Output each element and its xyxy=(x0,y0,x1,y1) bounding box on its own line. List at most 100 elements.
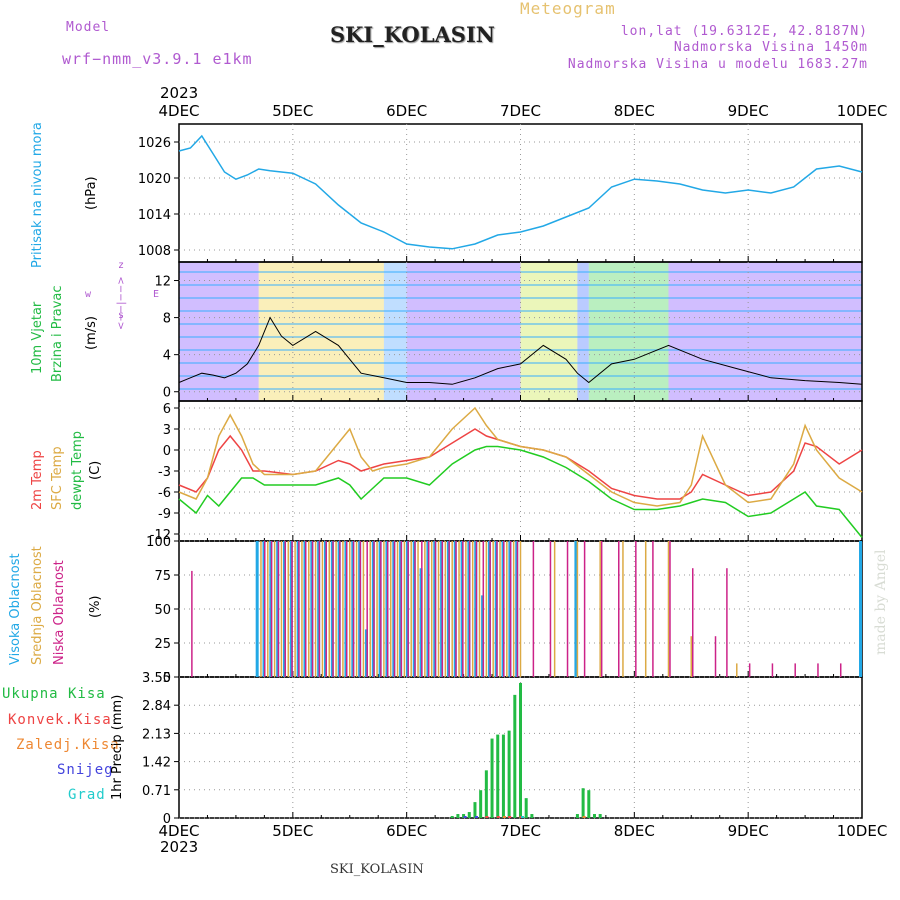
precip-bar-1-0 xyxy=(485,816,489,818)
precip-bar-0-16 xyxy=(581,788,585,818)
ytick-label-precip-2: 1.42 xyxy=(142,756,171,771)
ytick-label-temperature-1: -9 xyxy=(158,507,171,522)
date-bottom-2: 6DEC xyxy=(386,822,427,840)
ytick-label-pressure-1: 1014 xyxy=(138,208,171,223)
ytick-label-temperature-6: 6 xyxy=(163,402,171,417)
precip-bar-0-18 xyxy=(592,814,596,818)
precip-bar-0-1 xyxy=(456,814,460,818)
ytick-label-wind-3: 12 xyxy=(154,275,171,290)
coords-label: lon,lat (19.6312E, 42.8187N) xyxy=(620,24,868,39)
precip-bar-0-19 xyxy=(598,814,602,818)
precip-bar-0-11 xyxy=(513,694,517,818)
wind-band-4 xyxy=(520,262,578,401)
date-top-5: 9DEC xyxy=(728,102,769,120)
wind-band-7 xyxy=(668,262,862,401)
ytick-label-pressure-2: 1020 xyxy=(138,172,171,187)
precip-bar-4-0 xyxy=(521,816,524,818)
precip-freezing-legend: Zaledj.Kisa xyxy=(16,737,120,753)
ytick-label-clouds-0: 0 xyxy=(163,671,171,686)
footer-station: SKI_KOLASIN xyxy=(330,862,424,877)
date-top-1: 5DEC xyxy=(272,102,313,120)
precip-bar-0-5 xyxy=(479,790,483,818)
series-temperature-2 xyxy=(178,445,863,538)
ytick-label-temperature-4: 0 xyxy=(163,444,171,459)
wind-band-3 xyxy=(406,262,521,401)
ytick-label-precip-1: 0.71 xyxy=(142,784,171,799)
wind-band-5 xyxy=(577,262,589,401)
wind-band-6 xyxy=(588,262,669,401)
precip-bar-0-15 xyxy=(575,814,579,818)
ytick-label-temperature-0: -12 xyxy=(150,528,171,543)
precip-bar-2-0 xyxy=(502,816,506,818)
precip-bar-0-17 xyxy=(587,790,591,818)
elevation-label: Nadmorska Visina 1450m xyxy=(673,40,868,55)
ytick-label-precip-0: 0 xyxy=(163,812,171,827)
ytick-label-temperature-5: 3 xyxy=(163,423,171,438)
ytick-label-precip-3: 2.13 xyxy=(142,727,171,742)
date-top-0: 4DEC xyxy=(158,102,199,120)
compass-z: z xyxy=(118,260,125,271)
wind-band-1 xyxy=(258,262,384,401)
precip-bar-2-1 xyxy=(582,816,586,818)
precip-conv-legend: Konvek.Kisa xyxy=(8,712,112,728)
compass-e: E xyxy=(153,289,160,300)
precip-bar-3-0 xyxy=(463,816,467,818)
ytick-label-clouds-4: 100 xyxy=(146,535,171,550)
series-wind-0 xyxy=(178,316,863,385)
date-top-4: 8DEC xyxy=(614,102,655,120)
precip-snow-legend: Snijeg xyxy=(57,762,114,778)
date-top-3: 7DEC xyxy=(500,102,541,120)
year-top: 2023 xyxy=(160,84,199,102)
date-bottom-0: 4DEC xyxy=(158,822,199,840)
precip-bar-3-1 xyxy=(474,816,478,818)
wind-band-0 xyxy=(179,262,259,401)
date-top-6: 10DEC xyxy=(837,102,888,120)
precip-bar-0-4 xyxy=(473,802,477,818)
year-bottom: 2023 xyxy=(160,838,199,856)
series-temperature-1 xyxy=(178,406,863,507)
ytick-label-wind-2: 8 xyxy=(163,312,171,327)
compass-w: w xyxy=(85,289,92,300)
series-temperature-0 xyxy=(178,428,863,500)
ytick-label-temperature-2: -6 xyxy=(158,486,171,501)
ytick-label-precip-5: 3.55 xyxy=(142,671,171,686)
ytick-label-clouds-3: 75 xyxy=(154,569,171,584)
precip-bar-1-1 xyxy=(496,816,500,818)
ytick-label-precip-4: 2.84 xyxy=(142,699,171,714)
model-value: wrf−nmm_v3.9.1 e1km xyxy=(62,50,253,68)
ytick-label-clouds-2: 50 xyxy=(154,603,171,618)
precip-total-legend: Ukupna Kisa xyxy=(2,686,106,702)
series-pressure-0 xyxy=(178,134,863,250)
ytick-label-wind-0: 0 xyxy=(163,386,171,401)
precip-bar-1-2 xyxy=(508,816,512,818)
ytick-label-pressure-0: 1008 xyxy=(138,244,171,259)
precip-bar-0-3 xyxy=(467,812,471,818)
ytick-label-temperature-3: -3 xyxy=(158,465,171,480)
date-top-2: 6DEC xyxy=(386,102,427,120)
precip-bar-0-9 xyxy=(501,734,505,818)
date-bottom-6: 10DEC xyxy=(837,822,888,840)
date-bottom-3: 7DEC xyxy=(500,822,541,840)
precip-bar-0-0 xyxy=(450,816,454,818)
precip-hail-legend: Grad xyxy=(68,787,106,803)
ytick-label-wind-1: 4 xyxy=(163,349,171,364)
precip-bar-0-6 xyxy=(484,770,488,818)
wind-band-2 xyxy=(383,262,407,401)
model-elevation-label: Nadmorska Visina u modelu 1683.27m xyxy=(567,57,868,72)
compass-s: s xyxy=(118,310,125,321)
station-title: SKI_KOLASIN xyxy=(330,22,495,47)
ytick-label-clouds-1: 25 xyxy=(154,637,171,652)
precip-bar-0-10 xyxy=(507,730,511,818)
date-bottom-1: 5DEC xyxy=(272,822,313,840)
precip-bar-0-8 xyxy=(496,734,500,818)
chart-kind-title: Meteogram xyxy=(520,0,616,18)
date-bottom-4: 8DEC xyxy=(614,822,655,840)
ytick-label-pressure-3: 1026 xyxy=(138,136,171,151)
model-label: Model xyxy=(66,20,111,35)
date-bottom-5: 9DEC xyxy=(728,822,769,840)
precip-bar-0-12 xyxy=(519,682,522,818)
precip-bar-0-14 xyxy=(530,814,534,818)
precip-bar-0-7 xyxy=(490,738,494,818)
precip-bar-0-13 xyxy=(524,798,528,818)
